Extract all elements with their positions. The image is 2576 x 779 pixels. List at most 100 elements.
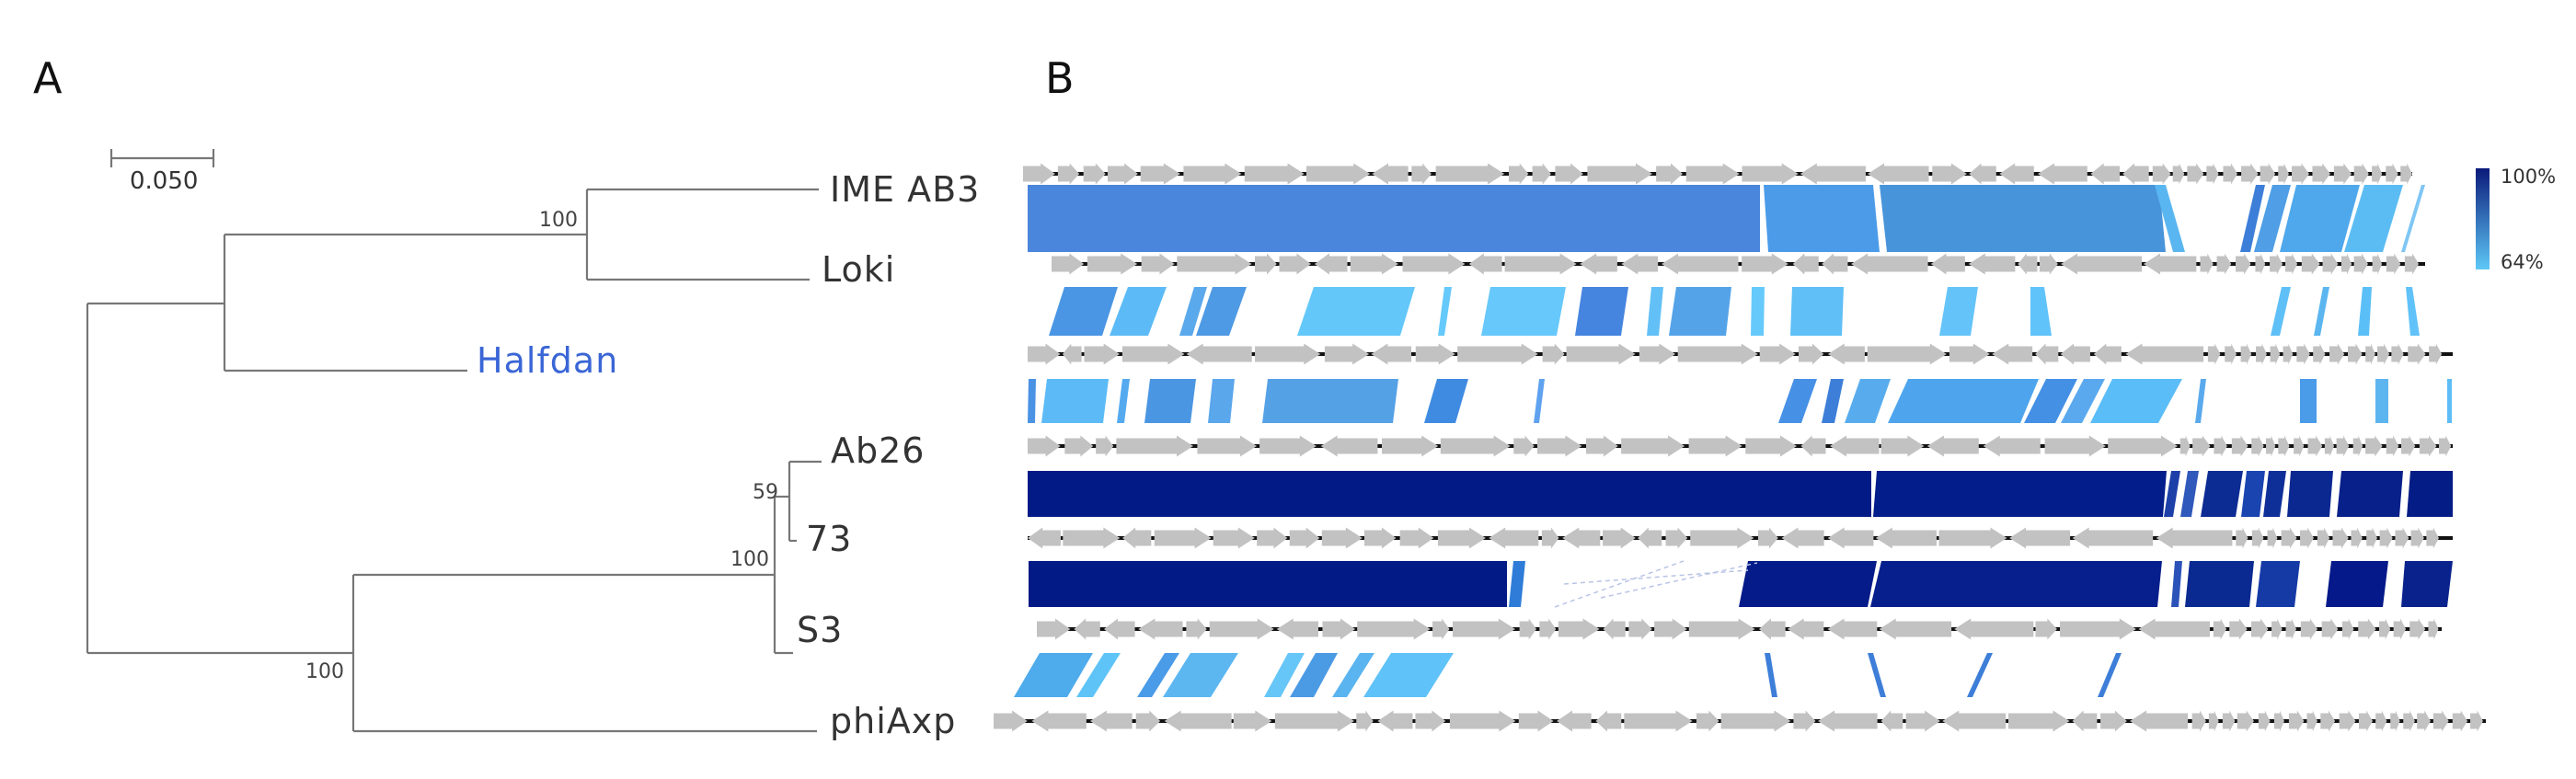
gene-arrow	[2200, 253, 2214, 275]
gene-arrow	[1562, 527, 1601, 549]
gene-arrow	[2352, 435, 2363, 457]
gene-arrow	[1827, 343, 1865, 365]
gene-arrow	[1062, 343, 1082, 365]
gene-arrow	[1052, 253, 1085, 275]
similarity-links	[1014, 185, 2453, 697]
scale-bar: 0.050	[109, 149, 215, 195]
similarity-link	[2401, 185, 2425, 252]
gene-arrow	[1089, 710, 1133, 732]
similarity-link	[2256, 561, 2300, 607]
gene-arrow	[1757, 527, 1778, 549]
similarity-link	[1290, 653, 1338, 697]
gene-arrow	[2296, 343, 2310, 365]
gene-arrow	[1880, 435, 1925, 457]
gene-arrow	[2061, 253, 2142, 275]
gene-arrow	[2231, 435, 2248, 457]
gene-arrow	[2403, 710, 2415, 732]
gene-arrow	[2322, 253, 2339, 275]
gene-arrow	[1402, 253, 1466, 275]
similarity-link	[2271, 287, 2291, 336]
gene-arrow	[1595, 710, 1622, 732]
gene-arrow	[1827, 527, 1874, 549]
similarity-link	[2375, 379, 2388, 423]
gene-arrow	[2090, 163, 2121, 185]
similarity-link	[2241, 471, 2265, 517]
gene-arrow	[2353, 253, 2368, 275]
gene-arrow	[1356, 710, 1374, 732]
gene-arrow	[2348, 343, 2363, 365]
gene-arrow	[1799, 343, 1824, 365]
similarity-link	[2337, 471, 2403, 517]
gene-arrow	[1083, 163, 1106, 185]
similarity-link	[1778, 379, 1817, 423]
gene-arrow	[1037, 618, 1071, 640]
gene-arrow	[1566, 343, 1636, 365]
gene-arrow	[2300, 618, 2318, 640]
gene-arrow	[2372, 163, 2383, 185]
gene-arrow	[1949, 343, 1990, 365]
gene-arrow	[1665, 527, 1688, 549]
gene-arrow	[1905, 710, 1940, 732]
gene-arrow	[2386, 435, 2399, 457]
gene-arrow	[1107, 163, 1138, 185]
similarity-link	[2326, 561, 2388, 607]
similarity-link	[2201, 471, 2243, 517]
similarity-link	[1534, 379, 1545, 423]
similarity-link	[1967, 653, 1993, 697]
gene-arrow	[1138, 618, 1183, 640]
taxon-label-highlight: Halfdan	[477, 340, 618, 381]
gene-arrow	[1382, 435, 1439, 457]
similarity-link	[2195, 379, 2206, 423]
gene-arrow	[1233, 710, 1272, 732]
gene-arrow	[2409, 618, 2426, 640]
gene-arrow	[1759, 618, 1786, 640]
gene-arrow	[2144, 253, 2197, 275]
gene-arrow	[2329, 343, 2345, 365]
gene-arrow	[1818, 710, 1878, 732]
gene-arrow	[2256, 343, 2267, 365]
gene-arrow	[2417, 710, 2431, 732]
similarity-link	[2254, 185, 2291, 252]
gene-arrow	[1177, 253, 1252, 275]
similarity-link	[1751, 287, 1765, 336]
gene-arrow	[2281, 527, 2297, 549]
gene-arrow	[2237, 710, 2254, 732]
gene-arrow	[2324, 435, 2334, 457]
gene-arrow	[1440, 435, 1511, 457]
gene-arrow	[2285, 618, 2296, 640]
gene-arrow	[1555, 163, 1583, 185]
similarity-link	[1029, 561, 1507, 607]
weak-similarity-link	[1563, 569, 1749, 585]
gene-arrow	[2410, 527, 2424, 549]
gene-arrow	[1186, 618, 1207, 640]
gene-arrow	[1305, 163, 1371, 185]
gene-arrow	[1662, 253, 1739, 275]
gene-arrow	[2351, 527, 2363, 549]
gene-arrow	[1244, 163, 1305, 185]
gene-arrow	[2365, 435, 2383, 457]
gene-arrow	[1781, 527, 1824, 549]
gene-arrow	[1787, 618, 1824, 640]
gene-arrow	[1628, 618, 1652, 640]
gene-arrow	[2152, 163, 2171, 185]
gene-arrow	[1969, 163, 1996, 185]
gene-arrow	[1742, 163, 1799, 185]
gene-arrow	[1621, 253, 1659, 275]
similarity-link	[2171, 561, 2182, 607]
gene-arrow	[1685, 163, 1740, 185]
gene-arrow	[1279, 253, 1311, 275]
gene-arrow	[1141, 253, 1175, 275]
tree-branches	[86, 188, 822, 733]
gene-arrow	[2250, 618, 2269, 640]
gene-arrow	[2426, 527, 2439, 549]
gene-arrow	[1688, 618, 1755, 640]
gene-arrow	[1954, 618, 2034, 640]
gene-arrow	[2241, 163, 2259, 185]
similarity-link	[2185, 561, 2254, 607]
gene-arrow	[2207, 343, 2221, 365]
similarity-link	[1363, 653, 1454, 697]
similarity-link	[2407, 471, 2453, 517]
gene-arrow	[1968, 253, 2016, 275]
gene-arrow	[1759, 343, 1796, 365]
gene-arrow	[2138, 618, 2211, 640]
